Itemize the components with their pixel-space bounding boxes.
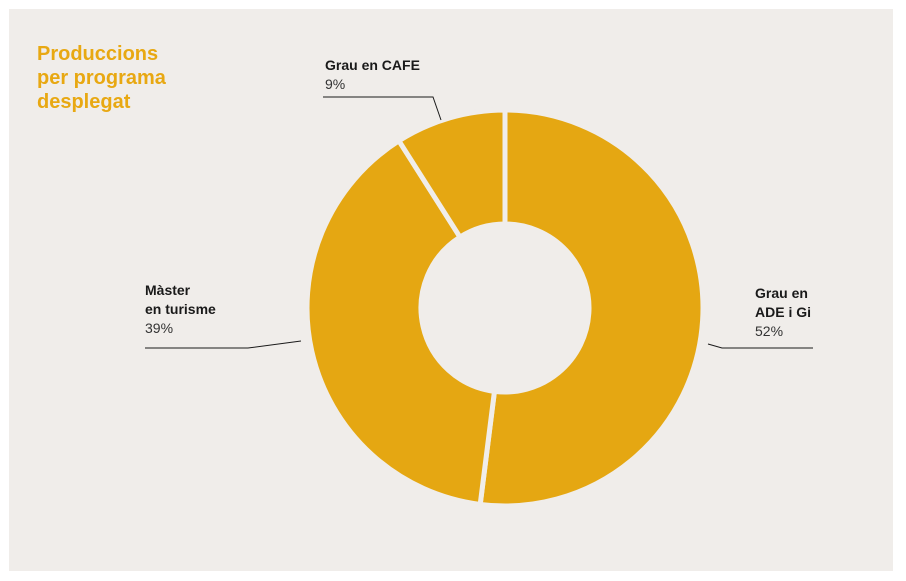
leader-lines	[145, 96, 813, 349]
chart-title: Produccions per programa desplegat	[37, 43, 166, 113]
slice-master-turisme	[304, 137, 498, 508]
donut-slices	[304, 107, 706, 509]
slice-grau-ade	[477, 107, 706, 509]
leader-line-master-turisme	[145, 340, 302, 349]
slice-name: Grau en ADE i Gi	[755, 285, 812, 320]
slice-label-grau-cafe: Grau en CAFE 9%	[325, 56, 420, 94]
slice-percent: 39%	[145, 320, 174, 336]
slice-percent: 9%	[325, 76, 346, 92]
leader-line-grau-ade	[707, 343, 813, 349]
leader-line-grau-cafe	[323, 96, 442, 121]
slice-label-grau-ade: Grau en ADE i Gi 52%	[755, 284, 811, 341]
slice-name: Màster en turisme	[145, 282, 216, 317]
slice-label-master-turisme: Màster en turisme 39%	[145, 281, 216, 338]
slice-grau-cafe	[395, 107, 508, 241]
slice-name: Grau en CAFE	[325, 57, 420, 73]
slice-percent: 52%	[755, 323, 784, 339]
